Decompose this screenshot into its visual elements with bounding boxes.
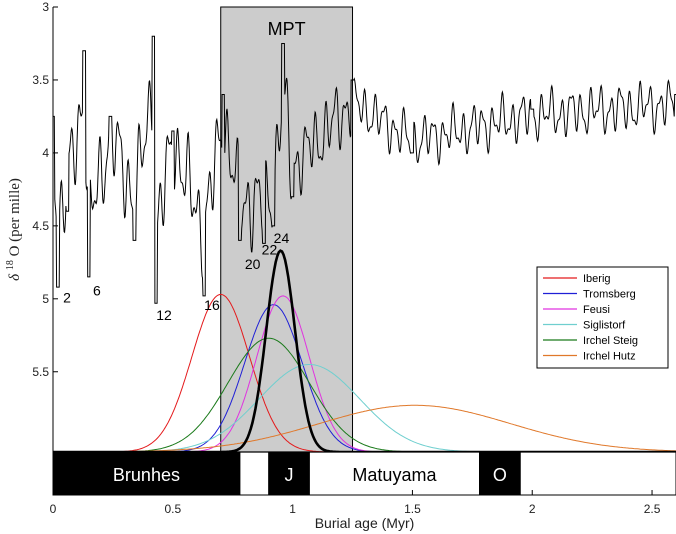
y-tick-label: 3 (42, 0, 49, 14)
chron-label: J (285, 465, 294, 485)
x-tick-label: 2.5 (644, 502, 661, 516)
stage-label-12: 12 (156, 307, 172, 323)
x-tick-label: 1.5 (404, 502, 421, 516)
legend-label: Tromsberg (583, 289, 636, 301)
x-tick-label: 0.5 (164, 502, 181, 516)
stage-label-20: 20 (245, 256, 261, 272)
legend: Iberig Tromsberg Feusi Siglistorf Irchel Ste… (536, 266, 669, 369)
y-tick-label: 5.5 (32, 365, 49, 379)
legend-label: Irchel Hutz (583, 351, 636, 363)
x-axis-title: Burial age (Myr) (315, 515, 415, 531)
legend-label: Iberig (583, 273, 611, 285)
y-tick-label: 3.5 (32, 73, 49, 87)
x-tick-label: 2 (529, 502, 536, 516)
y-tick-label: 5 (42, 292, 49, 306)
d18o-series (53, 35, 676, 304)
chron-label: O (493, 465, 507, 485)
chron-bar: Brunhes J Matuyama O (52, 451, 676, 496)
legend-label: Irchel Steig (583, 335, 638, 347)
y-axis-title: δ 18 O (per mille) (1, 178, 23, 281)
legend-label: Siglistorf (583, 320, 626, 332)
stage-label-22: 22 (262, 241, 278, 257)
d18o-line (53, 35, 676, 304)
y-tick-label: 4.5 (32, 219, 49, 233)
stage-label-2: 2 (63, 290, 71, 306)
x-tick-label: 0 (50, 502, 57, 516)
stage-label-24: 24 (274, 230, 290, 246)
stage-label-6: 6 (93, 282, 101, 298)
y-axis-symbol: δ (7, 273, 23, 281)
chron-block (52, 451, 241, 496)
y-axis-superscript: 18 (5, 260, 16, 270)
mpt-band (220, 6, 354, 453)
y-axis-unit: O (per mille) (7, 178, 23, 256)
mpt-label: MPT (268, 19, 306, 39)
chron-label: Brunhes (113, 465, 180, 485)
legend-box (536, 266, 669, 369)
chron-label: Matuyama (352, 465, 437, 485)
stage-label-16: 16 (204, 297, 220, 313)
axes: 3 3.5 4 4.5 5 5.5 0 0.5 1 1.5 2 2.5 (32, 0, 676, 516)
legend-label: Feusi (583, 304, 610, 316)
x-tick-label: 1 (289, 502, 296, 516)
y-tick-label: 4 (42, 146, 49, 160)
